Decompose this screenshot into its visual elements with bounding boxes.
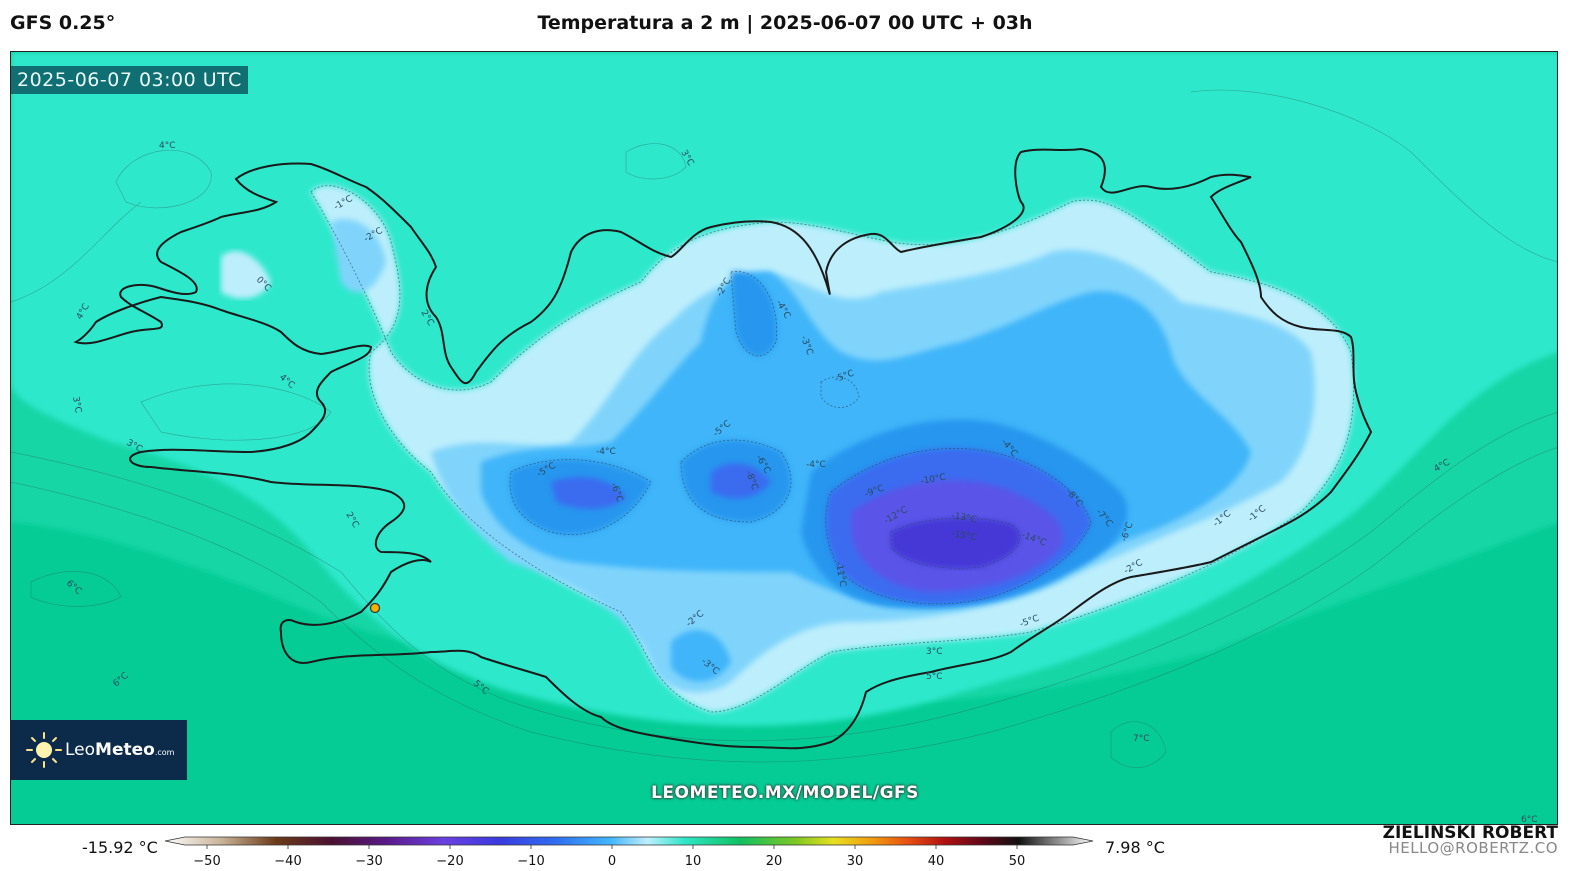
contour-label: -15°C xyxy=(950,529,977,543)
sea-contour-lines xyxy=(11,89,1557,769)
colorbar-tick-label: −30 xyxy=(355,854,382,869)
contour-label: 3°C xyxy=(926,647,943,657)
zone-nw-cold xyxy=(221,251,271,299)
colorbar-tick-label: 0 xyxy=(608,854,616,869)
model-url-watermark[interactable]: LEOMETEO.MX/MODEL/GFS xyxy=(651,783,919,803)
contour-label: -4°C xyxy=(596,447,616,457)
author-email[interactable]: HELLO@ROBERTZ.CO xyxy=(1388,839,1558,857)
contour-label: -13°C xyxy=(950,511,977,525)
contour-label: 7°C xyxy=(1133,734,1150,744)
sun-icon xyxy=(25,731,63,769)
colorbar-tick-label: 50 xyxy=(1009,854,1026,869)
colorbar-tick-label: −20 xyxy=(436,854,463,869)
colorbar-max-label: 7.98 °C xyxy=(1105,838,1165,857)
logo-wordmark: LeoMeteo.com xyxy=(65,740,175,760)
colorbar-tick-label: 40 xyxy=(928,854,945,869)
contour-label: -10°C xyxy=(920,473,947,487)
temperature-colorbar: −50 −40 −30 −20 −10 0 10 20 30 40 50 xyxy=(164,836,1094,869)
map-panel[interactable]: 4°C 3°C -1°C -2°C 0°C 4°C 2°C 4°C 3°C 3°C 2°C 6°C 6°… xyxy=(10,51,1558,825)
colorbar-min-label: -15.92 °C xyxy=(82,838,158,857)
iceland-coastline xyxy=(73,147,1373,750)
colorbar-tick-label: 30 xyxy=(847,854,864,869)
contour-label: 6°C xyxy=(1521,815,1538,825)
colorbar-tick-label: −40 xyxy=(274,854,301,869)
author-name: ZIELINSKI ROBERT xyxy=(1382,823,1558,843)
colorbar-tick-label: −10 xyxy=(517,854,544,869)
model-name: GFS 0.25° xyxy=(10,12,116,34)
colorbar-tick-label: −50 xyxy=(193,854,220,869)
map-title: Temperatura a 2 m | 2025-06-07 00 UTC + … xyxy=(537,12,1033,34)
colorbar-ticks: −50 −40 −30 −20 −10 0 10 20 30 40 50 xyxy=(193,845,1025,869)
colorbar-bar xyxy=(164,836,1094,846)
temperature-map: 4°C3°C-1°C-2°C0°C4°C 2°C4°C3°C3°C2°C6°C6°… xyxy=(11,52,1557,825)
valid-time-badge: 2025-06-07 03:00 UTC xyxy=(11,66,248,94)
contour-lines xyxy=(310,185,1354,713)
leometeo-logo[interactable]: LeoMeteo.com xyxy=(11,720,187,780)
zone-minus-14 xyxy=(891,518,1020,569)
contour-label: 5°C xyxy=(926,672,943,682)
location-marker xyxy=(369,602,381,614)
contour-label: 4°C xyxy=(159,141,176,151)
colorbar-tick-label: 20 xyxy=(766,854,783,869)
contour-label: -11°C xyxy=(833,561,847,588)
contour-label: 3°C xyxy=(70,396,83,414)
colorbar-tick-label: 10 xyxy=(685,854,702,869)
contour-label: -4°C xyxy=(806,460,826,470)
